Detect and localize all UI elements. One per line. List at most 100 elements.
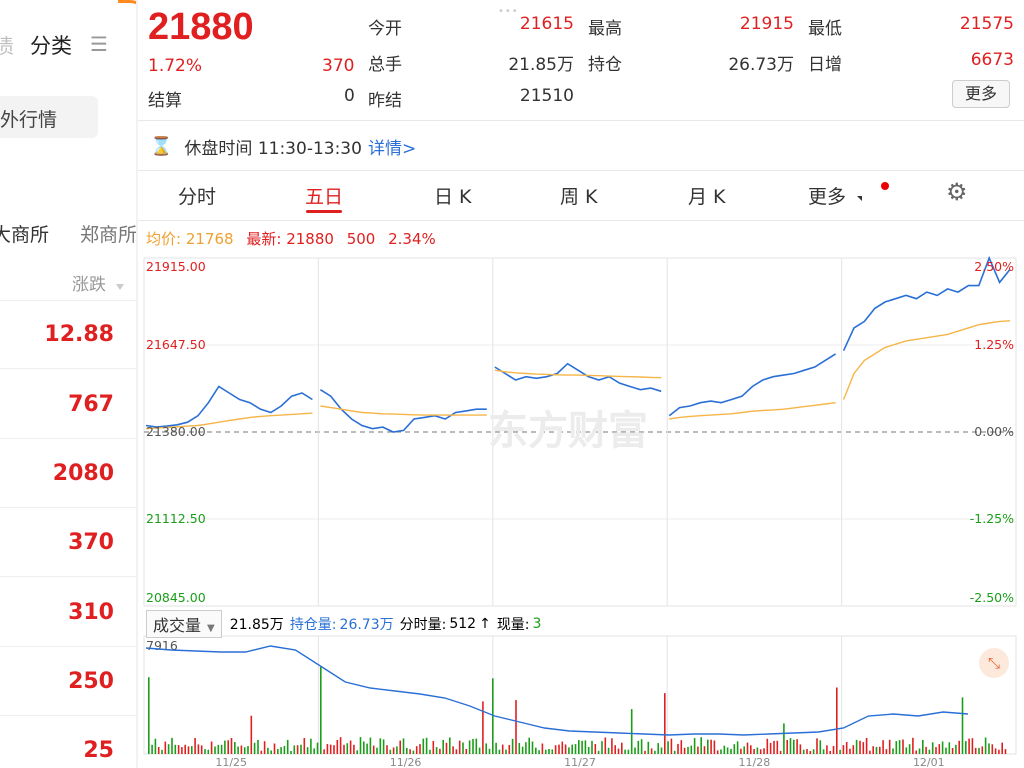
list-item[interactable]: 12.88 (44, 322, 114, 347)
x-axis-tick: 11/28 (739, 756, 771, 768)
tab-daily-k[interactable]: 日 K (434, 186, 472, 208)
total-volume: 21.85万 (229, 617, 284, 633)
expand-icon[interactable]: ⤡ (979, 648, 1009, 678)
drag-grip-icon[interactable]: ••• (498, 6, 519, 17)
exchange-tab-dce[interactable]: 大商所 (0, 224, 50, 246)
list-item[interactable]: 25 (83, 738, 114, 763)
tab-five-day[interactable]: 五日 (305, 186, 344, 208)
y-axis-tick-right: -2.50% (970, 590, 1014, 605)
volume-bar (869, 750, 871, 754)
volume-bar (329, 744, 332, 754)
volume-label: 总手 (368, 55, 402, 75)
column-header-change[interactable]: 涨跌 (72, 275, 106, 295)
volume-bar (525, 742, 527, 754)
volume-bar (998, 749, 1000, 754)
volume-bar (267, 747, 269, 754)
volume-bar (756, 747, 759, 754)
volume-bar (594, 744, 597, 754)
volume-bar (783, 723, 785, 754)
volume-bar (799, 744, 802, 754)
high-value: 21915 (739, 14, 794, 34)
volume-bar (257, 739, 259, 754)
volume-bar (554, 745, 557, 754)
volume-bar (789, 738, 792, 754)
volume-header: 成交量 ▼ 21.85万 持仓量: 26.73万 分时量: 512 ↑ 现量: 3 (146, 610, 541, 638)
list-item[interactable]: 2080 (52, 461, 114, 486)
volume-bar (882, 740, 884, 754)
tab-intraday[interactable]: 分时 (178, 186, 217, 208)
list-item[interactable]: 767 (68, 392, 114, 417)
volume-bar (769, 742, 772, 754)
volume-bar (296, 745, 299, 754)
volume-bar (746, 742, 749, 754)
volume-bar (210, 741, 213, 754)
volume-bar (316, 742, 319, 754)
menu-icon[interactable]: ☰ (90, 32, 108, 56)
volume-bar (468, 740, 471, 754)
tick-volume-value: 512 (449, 616, 477, 632)
break-detail-link[interactable]: 详情> (367, 138, 417, 159)
gear-icon[interactable]: ⚙ (946, 178, 968, 206)
volume-bar (561, 741, 564, 754)
volume-bar (759, 749, 762, 754)
volume-bar (621, 742, 623, 754)
divider (0, 300, 136, 301)
volume-bar (988, 743, 990, 754)
tab-weekly-k[interactable]: 周 K (560, 186, 598, 208)
volume-bar (488, 748, 491, 754)
y-axis-tick-left: 20845.00 (146, 590, 206, 605)
volume-bar (687, 746, 689, 754)
tab-bond-cut[interactable]: 债 (0, 34, 14, 58)
volume-bar (700, 737, 702, 754)
change-percent: 1.72% (148, 56, 203, 76)
volume-bar (786, 740, 788, 754)
change-amount: 370 (322, 56, 355, 76)
trading-break-notice: ⌛ 休盘时间 11:30-13:30 详情> (150, 132, 416, 160)
volume-bar (472, 738, 474, 754)
volume-bar (280, 747, 282, 754)
period-tabs: 分时 五日 日 K 周 K 月 K 更多 ⚙ (138, 172, 1024, 220)
volume-bar (224, 740, 226, 754)
volume-bar (465, 749, 468, 754)
tab-more[interactable]: 更多 (808, 186, 847, 208)
divider (138, 220, 1024, 221)
volume-bar (200, 745, 203, 754)
volume-frame (143, 635, 1017, 755)
volume-bar (326, 744, 329, 754)
divider (0, 646, 136, 647)
volume-bar (293, 745, 296, 754)
volume-bar (885, 749, 888, 754)
tab-category[interactable]: 分类 (30, 34, 72, 58)
more-quote-button[interactable]: 更多 (952, 80, 1010, 108)
low-label: 最低 (808, 19, 842, 39)
volume-bar (240, 745, 243, 754)
volume-bar (148, 677, 150, 754)
volume-bar (475, 738, 478, 754)
indicator-selector[interactable]: 成交量 ▼ (146, 610, 222, 638)
x-axis-tick: 11/25 (215, 756, 247, 768)
list-item[interactable]: 310 (68, 600, 114, 625)
volume-bar (286, 739, 289, 754)
list-item[interactable]: 250 (68, 669, 114, 694)
volume-bar (498, 749, 501, 754)
exchange-tab-czce[interactable]: 郑商所 (80, 224, 136, 246)
volume-bar (349, 740, 352, 754)
volume-bar (253, 742, 256, 754)
overseas-market-button[interactable]: 外行情 (0, 96, 98, 138)
settle-value: 0 (344, 86, 355, 106)
oi-value: 26.73万 (339, 617, 394, 633)
avg-price-label: 均价: (146, 230, 182, 248)
five-day-price-chart[interactable]: 东方财富 21915.00 21647.50 21380.00 21112.50 2084… (138, 254, 1024, 768)
indicator-selector-label: 成交量 (153, 616, 202, 635)
list-item[interactable]: 370 (68, 530, 114, 555)
volume-bar (435, 747, 438, 754)
volume-bar (935, 747, 937, 754)
x-axis-tick: 12/01 (913, 756, 945, 768)
volume-bar (925, 746, 927, 754)
divider (0, 715, 136, 716)
volume-bar (776, 740, 779, 754)
volume-bar (376, 747, 378, 754)
tab-monthly-k[interactable]: 月 K (688, 186, 726, 208)
volume-bar (442, 739, 444, 754)
volume-bar (339, 737, 342, 754)
